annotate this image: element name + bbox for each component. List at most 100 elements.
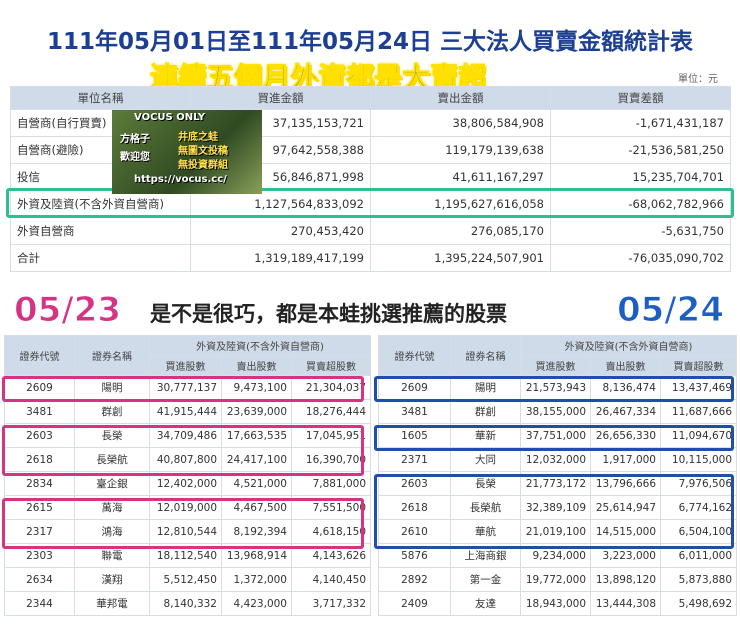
column-header: 證券名稱 (74, 335, 150, 376)
cell: -5,631,750 (550, 217, 731, 245)
cell: 3,717,332 (290, 591, 372, 616)
cell: 5,873,880 (659, 567, 738, 592)
cell: -1,671,431,187 (550, 109, 731, 137)
column-header: 賣出股數 (590, 355, 661, 376)
left-date: 05/23 (13, 290, 122, 331)
cell: 119,179,139,638 (370, 136, 551, 164)
cell: -76,035,090,702 (550, 244, 731, 272)
column-header: 證券名稱 (450, 335, 521, 376)
cell: 5,498,692 (659, 591, 738, 616)
cell: 40,807,800 (149, 447, 222, 472)
highlight-box (2, 498, 364, 549)
cell: 1,372,000 (221, 567, 292, 592)
cell: 外資自營商 (10, 217, 191, 245)
cell: 5,512,450 (149, 567, 222, 592)
cell: 2344 (4, 591, 75, 616)
column-header: 買進股數 (520, 355, 591, 376)
header-row: 買進股數 賣出股數 買賣超股數 (5, 355, 372, 376)
cell: 4,423,000 (221, 591, 292, 616)
table-row: 2344 華邦電 8,140,332 4,423,000 3,717,332 (4, 591, 372, 616)
table-row: 2618 長榮航 40,807,800 24,417,100 16,390,700 (4, 447, 372, 472)
table-row: 2409 友達 18,943,000 13,444,308 5,498,692 (378, 591, 738, 616)
table-row: 3481 群創 41,915,444 23,639,000 18,276,444 (4, 399, 372, 424)
cell: 2618 (378, 495, 451, 520)
header-row: 證券代號 證券名稱 外資及陸資(不含外資自營商) (378, 335, 738, 376)
column-header: 賣出金額 (370, 86, 551, 110)
cell: 12,810,544 (149, 519, 222, 544)
highlight-box (2, 424, 364, 476)
watermark: VOCUS ONLY 方格子 歡迎您 井底之蛙 無圖文投稿 無投資群組 https://vo… (112, 110, 262, 194)
cell: 6,774,162 (659, 495, 738, 520)
table-row: 2371 大同 12,032,000 1,917,000 10,115,000 (378, 447, 738, 472)
cell: 長榮航 (450, 495, 521, 520)
highlight-box (374, 376, 734, 403)
cell: 13,444,308 (590, 591, 661, 616)
cell: 12,032,000 (520, 447, 591, 472)
cell: 1,917,000 (590, 447, 661, 472)
highlight-box (374, 424, 734, 452)
cell: 群創 (74, 399, 150, 424)
stock-table: 證券代號 證券名稱 外資及陸資(不含外資自營商) 買進股數 賣出股數 買賣超股數 2609 陽… (4, 335, 372, 616)
cell: 群創 (450, 399, 521, 424)
cell: 18,276,444 (290, 399, 372, 424)
cell: 14,515,000 (590, 519, 661, 544)
header-row: 買進股數 賣出股數 買賣超股數 (379, 355, 738, 376)
cell: 合計 (10, 244, 191, 272)
cell: 25,614,947 (590, 495, 661, 520)
title: 111年05月01日至111年05月24日 三大法人買賣金額統計表 (46, 29, 694, 55)
cell: 13,898,120 (590, 567, 661, 592)
cell: 華邦電 (74, 591, 150, 616)
cell: 第一金 (450, 567, 521, 592)
table-row: 外資及陸資(不含外資自營商) 1,127,564,833,092 1,195,627… (10, 190, 731, 218)
header-row: 單位名稱 買進金額 賣出金額 買賣差額 (10, 86, 731, 110)
cell: 2409 (378, 591, 451, 616)
table-row: 2609 陽明 21,573,943 8,136,474 13,437,469 (378, 375, 738, 400)
column-header: 證券代號 (378, 335, 451, 376)
watermark-text: VOCUS ONLY (134, 112, 206, 123)
cell: 24,417,100 (221, 447, 292, 472)
cell: 19,772,000 (520, 567, 591, 592)
table-row: 2634 漢翔 5,512,450 1,372,000 4,140,450 (4, 567, 372, 592)
column-header: 買進金額 (190, 86, 371, 110)
column-header: 單位名稱 (10, 86, 191, 110)
table-row: 3481 群創 38,155,000 26,467,334 11,687,666 (378, 399, 738, 424)
header-row: 證券代號 證券名稱 外資及陸資(不含外資自營商) (4, 335, 372, 376)
cell: 8,136,474 (590, 375, 661, 400)
cell: 長榮航 (74, 447, 150, 472)
cell: 漢翔 (74, 567, 150, 592)
watermark-text: 無圖文投稿 (178, 146, 228, 157)
cell: 2609 (378, 375, 451, 400)
group-header: 外資及陸資(不含外資自營商) (148, 335, 372, 356)
cell: 11,687,666 (659, 399, 738, 424)
cell: 21,573,943 (520, 375, 591, 400)
cell: 友達 (450, 591, 521, 616)
column-header: 買賣差額 (550, 86, 731, 110)
cell: 15,235,704,701 (550, 163, 731, 191)
watermark-text: https://vocus.cc/ (134, 174, 227, 185)
column-header: 證券代號 (4, 335, 75, 376)
watermark-text: 井底之蛙 (178, 132, 218, 143)
highlight-box (6, 188, 734, 218)
cell: 32,389,109 (520, 495, 591, 520)
watermark-text: 歡迎您 (120, 152, 150, 163)
cell: 1,395,224,507,901 (370, 244, 551, 272)
cell: 1,319,189,417,199 (190, 244, 371, 272)
cell: 23,639,000 (221, 399, 292, 424)
cell: 16,390,700 (290, 447, 372, 472)
right-date: 05/24 (616, 290, 724, 331)
table-row: 外資自營商 270,453,420 276,085,170 -5,631,750 (10, 217, 731, 245)
column-header: 買賣超股數 (290, 355, 372, 376)
cell: 1,195,627,616,058 (370, 190, 551, 218)
cell: 3481 (378, 399, 451, 424)
column-header: 買進股數 (149, 355, 222, 376)
table-row: 2618 長榮航 32,389,109 25,614,947 6,774,162 (378, 495, 738, 520)
cell: 26,467,334 (590, 399, 661, 424)
summary-table: 單位名稱 買進金額 賣出金額 買賣差額 自營商(自行買賣) 37,135,153,721 3… (10, 86, 731, 272)
cell: 276,085,170 (370, 217, 551, 245)
cell: 10,115,000 (659, 447, 738, 472)
cell: 8,192,394 (221, 519, 292, 544)
table-row: 合計 1,319,189,417,199 1,395,224,507,901 -76,… (10, 244, 731, 272)
watermark-text: 無投資群組 (178, 160, 228, 171)
cell: 3481 (4, 399, 75, 424)
